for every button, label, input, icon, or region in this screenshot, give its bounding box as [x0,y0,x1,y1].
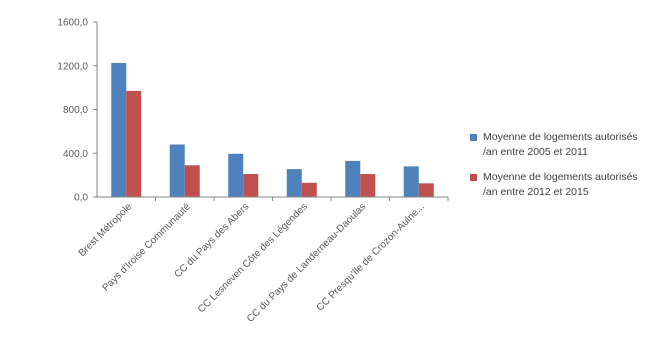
x-tick-label: CC Presqu'île de Crozon-Aulne... [315,201,427,313]
legend-swatch-series-1 [470,134,477,141]
legend-item-series-2: Moyenne de logements autorisés /an entre… [470,170,650,200]
y-tick-label: 0,0 [74,193,88,204]
bar-series-1 [286,169,302,197]
bars [111,63,434,197]
y-tick-label: 400,0 [63,149,88,160]
y-axis: 0,0 400,0 800,0 1200,0 1600,0 [57,18,98,204]
x-tick-label: CC du Pays de Landerneau-Daoulas [245,201,368,324]
x-tick-label: CC Lesneven Côte des Légendes [196,201,310,315]
bar-series-2 [126,90,142,197]
legend-item-series-1: Moyenne de logements autorisés /an entre… [470,130,650,160]
legend: Moyenne de logements autorisés /an entre… [470,130,650,210]
x-tick-label: Brest Métropole [77,201,135,259]
bar-series-1 [169,144,185,197]
y-tick-label: 800,0 [63,105,88,116]
bar-series-2 [301,182,317,197]
bar-series-1 [345,160,361,197]
bar-series-1 [403,166,419,197]
legend-label-series-2: Moyenne de logements autorisés /an entre… [483,171,638,198]
bar-series-2 [418,183,434,197]
bar-series-2 [184,165,200,197]
legend-label-series-1: Moyenne de logements autorisés /an entre… [483,131,638,158]
bar-series-1 [228,153,244,197]
y-tick-label: 1600,0 [57,18,88,29]
bar-series-2 [360,174,376,197]
legend-swatch-series-2 [470,174,477,181]
bar-series-2 [243,174,259,197]
y-tick-label: 1200,0 [57,61,88,72]
bar-series-1 [111,63,127,197]
